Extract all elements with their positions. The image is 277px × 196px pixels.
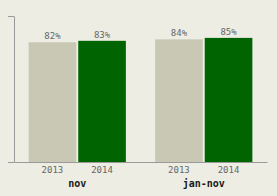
x-axis-line bbox=[15, 162, 268, 163]
bar bbox=[29, 42, 77, 162]
category-label: jan-nov bbox=[183, 178, 225, 189]
bar bbox=[78, 41, 126, 162]
labels: 82% 2013 84% 2013 83% 2014 85% 2014 bbox=[42, 27, 240, 175]
x-tick: nov bbox=[68, 178, 86, 189]
y-tick bbox=[8, 162, 14, 163]
series-label: 2013 bbox=[42, 165, 64, 175]
y-axis-line bbox=[14, 17, 15, 163]
data-label: 82% bbox=[44, 31, 61, 41]
bar bbox=[155, 39, 203, 162]
y-axis bbox=[8, 17, 15, 163]
chart: 82% 2013 84% 2013 83% 2014 85% 2014 nov jan-nov bbox=[0, 0, 277, 196]
y-tick bbox=[8, 16, 14, 17]
bars bbox=[29, 38, 253, 162]
y-tick-mark bbox=[8, 16, 14, 17]
data-label: 85% bbox=[220, 27, 237, 37]
bar bbox=[205, 38, 253, 162]
y-tick-mark bbox=[8, 162, 14, 163]
x-axis: nov jan-nov bbox=[15, 163, 268, 190]
category-label: nov bbox=[68, 178, 86, 189]
series-label: 2014 bbox=[91, 165, 113, 175]
data-label: 84% bbox=[171, 28, 188, 38]
data-label: 83% bbox=[94, 30, 111, 40]
series-label: 2014 bbox=[218, 165, 240, 175]
series-label: 2013 bbox=[168, 165, 190, 175]
x-tick: jan-nov bbox=[183, 178, 225, 189]
plot: 82% 2013 84% 2013 83% 2014 85% 2014 nov jan-nov bbox=[8, 17, 268, 190]
